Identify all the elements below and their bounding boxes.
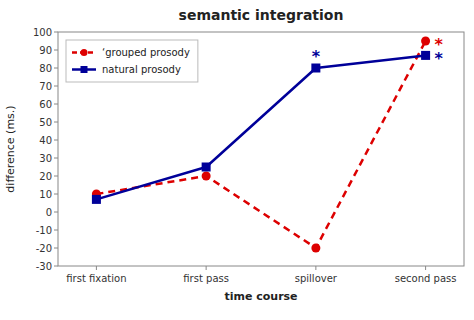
x-tick — [425, 266, 426, 270]
y-tick-label: 60 — [39, 99, 52, 110]
marker — [92, 195, 101, 204]
y-tick-label: -20 — [36, 243, 52, 254]
x-tick — [315, 266, 316, 270]
x-tick-label: first pass — [183, 273, 229, 284]
annotation: * — [312, 47, 321, 66]
y-tick-label: 30 — [39, 153, 52, 164]
y-axis-label: difference (ms.) — [4, 105, 17, 192]
y-tick-label: 80 — [39, 63, 52, 74]
y-tick-label: 70 — [39, 81, 52, 92]
marker — [202, 172, 211, 181]
legend-label: ‘grouped prosody — [102, 47, 190, 58]
y-tick-label: 90 — [39, 45, 52, 56]
y-tick — [54, 50, 58, 51]
y-tick-label: -30 — [36, 261, 52, 272]
y-tick — [54, 140, 58, 141]
legend-marker — [81, 49, 88, 56]
chart: semantic integration -30 -20 -10 0 10 20 30 40 50… — [0, 0, 474, 320]
legend-marker — [81, 66, 88, 73]
marker — [311, 244, 320, 253]
marker — [202, 163, 211, 172]
y-tick — [54, 194, 58, 195]
y-tick — [54, 212, 58, 213]
legend: ‘grouped prosody natural prosody — [66, 40, 198, 82]
y-tick-label: 100 — [33, 27, 52, 38]
y-tick — [54, 176, 58, 177]
marker — [421, 37, 430, 46]
y-tick-label: 20 — [39, 171, 52, 182]
x-tick — [96, 266, 97, 270]
y-tick — [54, 32, 58, 33]
x-tick-label: second pass — [395, 273, 457, 284]
x-tick — [206, 266, 207, 270]
marker — [421, 51, 430, 60]
y-tick — [54, 248, 58, 249]
legend-label: natural prosody — [102, 64, 181, 75]
y-tick — [54, 68, 58, 69]
y-tick-label: 40 — [39, 135, 52, 146]
legend-box — [66, 40, 198, 82]
y-tick — [54, 86, 58, 87]
y-tick-label: 50 — [39, 117, 52, 128]
x-axis-label: time course — [224, 290, 297, 303]
y-tick-label: -10 — [36, 225, 52, 236]
y-tick — [54, 230, 58, 231]
y-tick — [54, 104, 58, 105]
y-tick — [54, 158, 58, 159]
y-tick-label: 10 — [39, 189, 52, 200]
y-tick-label: 0 — [46, 207, 52, 218]
y-tick — [54, 266, 58, 267]
title: semantic integration — [179, 7, 344, 23]
plot-area — [92, 37, 430, 253]
plot-frame — [58, 32, 464, 266]
annotation: * — [435, 49, 444, 68]
series-line — [96, 41, 425, 248]
y-tick — [54, 122, 58, 123]
x-tick-label: spillover — [295, 273, 338, 284]
x-tick-label: first fixation — [66, 273, 126, 284]
